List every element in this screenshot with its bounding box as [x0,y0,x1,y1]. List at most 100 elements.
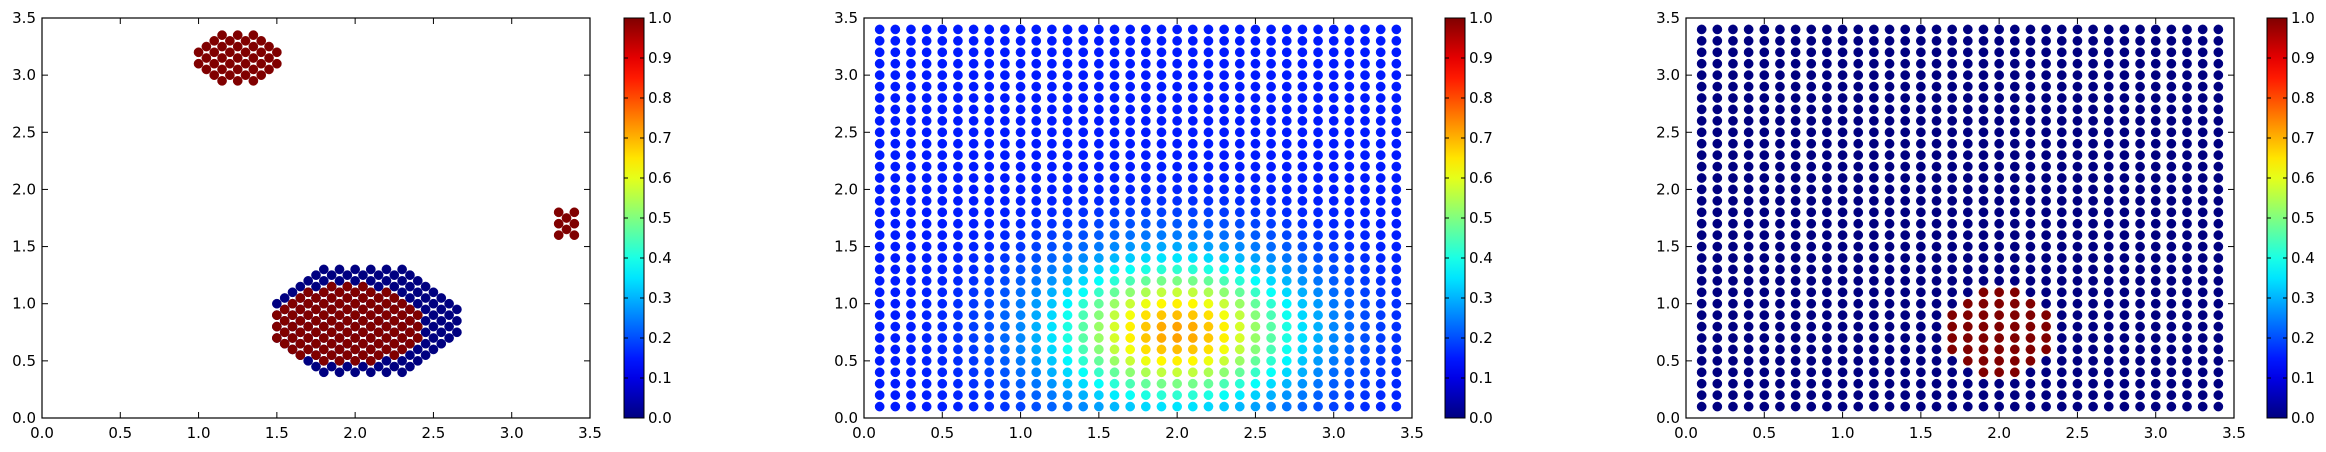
data-point [2056,207,2067,218]
data-point [412,287,423,298]
data-point [1900,93,1911,103]
data-point [1297,218,1308,229]
data-point [1109,310,1120,320]
data-point [2213,173,2224,183]
data-point [272,58,282,69]
data-point [1344,24,1355,35]
data-point [906,207,916,218]
data-point [1869,207,1879,218]
data-point [937,344,948,355]
colorbar-tick-label: 0.2 [1469,329,1493,347]
data-point [937,401,948,412]
data-point [1743,218,1754,229]
data-point [984,356,995,366]
data-point [984,276,995,286]
data-point [2119,378,2130,389]
data-point [890,310,901,320]
data-point [1916,207,1926,218]
data-point [2088,207,2098,218]
data-point [2213,127,2224,138]
data-point [1884,390,1895,400]
data-point [2103,70,2114,80]
data-point [1344,36,1355,46]
data-point [1234,47,1245,58]
data-point [1281,287,1292,298]
data-point [1837,116,1848,126]
data-point [1712,196,1723,206]
data-point [2025,93,2036,103]
data-point [2056,70,2067,80]
data-point [1743,264,1754,275]
data-point [1696,93,1707,103]
colorbar-tick-label: 0.3 [2291,289,2315,307]
data-point [1775,287,1785,298]
data-point [1000,241,1010,252]
data-point [937,47,948,58]
data-point [1094,333,1104,343]
data-point [968,104,979,115]
data-point [1375,104,1386,115]
data-point [2213,287,2224,298]
data-point [1094,344,1104,355]
data-point [1775,58,1785,69]
data-point [1916,310,1926,320]
data-point [1916,116,1926,126]
data-point [921,173,932,183]
data-point [984,298,995,309]
data-point [1062,150,1073,160]
data-point [1728,24,1738,35]
data-point [937,367,948,378]
data-point [1109,276,1120,286]
data-point [874,344,885,355]
data-point [256,58,267,69]
data-point [1172,264,1182,275]
data-point [1140,196,1151,206]
data-point [1837,127,1848,138]
data-point [2072,93,2083,103]
data-point [1916,184,1926,195]
data-point [968,401,979,412]
data-point [1250,241,1261,252]
x-tick-label: 3.5 [578,424,602,442]
data-point [1313,47,1323,58]
data-point [2103,264,2114,275]
data-point [1313,230,1323,240]
plot-frame [1685,17,2235,419]
data-point [1078,150,1089,160]
data-point [1931,196,1942,206]
data-point [1743,47,1754,58]
data-point [1140,344,1151,355]
data-point [1994,173,2004,183]
data-point [1015,150,1026,160]
data-point [2197,36,2208,46]
data-point [1203,127,1214,138]
data-point [921,138,932,149]
data-point [1947,344,1958,355]
x-tick-label: 2.5 [2065,424,2089,442]
data-point [1994,378,2004,389]
data-point [2041,287,2051,298]
data-point [1219,93,1229,103]
data-point [2088,184,2098,195]
data-point [1947,356,1958,366]
data-point [1743,184,1754,195]
data-point [2103,241,2114,252]
colorbar [624,18,644,418]
data-point [405,316,415,326]
data-point [240,70,251,80]
data-point [1962,356,1973,366]
data-point [1234,161,1245,172]
data-point [1140,36,1151,46]
data-point [1728,356,1738,366]
data-point [1078,367,1089,378]
data-point [2182,356,2192,366]
data-point [1062,218,1073,229]
data-point [311,293,321,303]
data-point [1344,116,1355,126]
data-point [2197,58,2208,69]
data-point [1328,150,1339,160]
data-point [2166,230,2177,240]
data-point [2025,378,2036,389]
data-point [1728,378,1738,389]
data-point [1806,36,1817,46]
